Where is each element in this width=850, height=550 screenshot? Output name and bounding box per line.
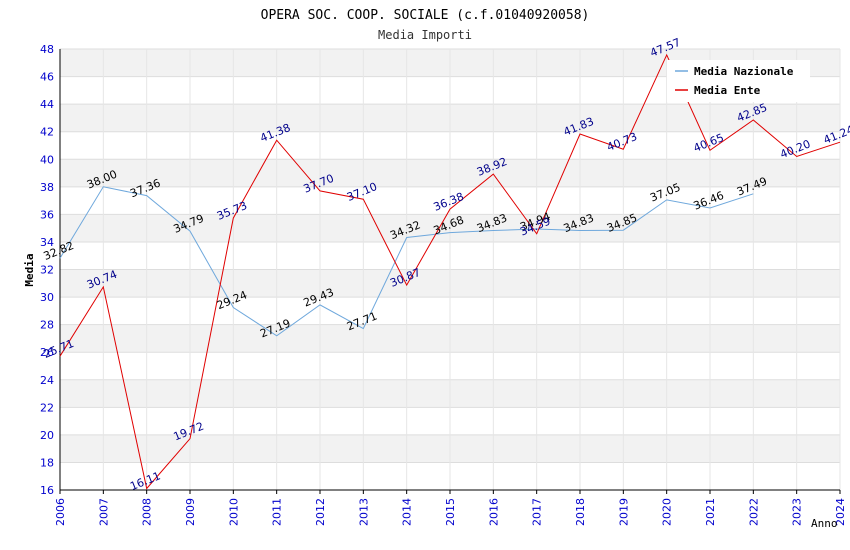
x-tick-label: 2006	[54, 498, 67, 526]
y-tick-label: 18	[40, 456, 54, 469]
x-axis-ticks: 2006 2007 2008 2009 2010 2011 2012 2013 2014 2015…	[54, 490, 847, 526]
legend-box	[667, 60, 810, 102]
x-tick-label: 2015	[444, 498, 457, 526]
data-label-media-ente: 36.38	[432, 190, 466, 214]
x-tick-label: 2017	[531, 498, 544, 526]
y-axis-label: Media	[23, 253, 36, 286]
legend-label-media-ente: Media Ente	[694, 84, 761, 97]
data-label-media-ente: 25.71	[42, 337, 76, 361]
y-tick-label: 24	[40, 374, 54, 387]
x-tick-label: 2018	[574, 498, 587, 526]
legend-label-media-nazionale: Media Nazionale	[694, 65, 794, 78]
y-tick-label: 44	[40, 98, 54, 111]
y-tick-label: 42	[40, 126, 54, 139]
y-tick-label: 40	[40, 153, 54, 166]
y-tick-label: 38	[40, 181, 54, 194]
y-tick-label: 36	[40, 208, 54, 221]
x-tick-label: 2013	[357, 498, 370, 526]
y-tick-label: 22	[40, 401, 54, 414]
data-label-media-nazionale: 36.46	[692, 189, 726, 213]
data-label-media-ente: 40.65	[692, 131, 726, 155]
y-tick-label: 30	[40, 291, 54, 304]
legend: Media Nazionale Media Ente	[667, 60, 810, 102]
y-axis-ticks: 16 18 20 22 24 26 28 30 32 34 36 38 40 42 44 46 48	[40, 43, 54, 497]
x-tick-label: 2007	[97, 498, 110, 526]
series-line-media-nazionale	[59, 186, 754, 337]
x-tick-label: 2024	[834, 498, 847, 526]
x-tick-label: 2019	[617, 498, 630, 526]
x-tick-label: 2010	[227, 498, 240, 526]
x-tick-label: 2012	[314, 498, 327, 526]
y-tick-label: 16	[40, 484, 54, 497]
y-tick-label: 26	[40, 346, 54, 359]
data-label-media-ente: 40.20	[778, 137, 812, 161]
x-axis-label: Anno	[811, 517, 838, 530]
x-tick-label: 2022	[747, 498, 760, 526]
data-label-media-ente: 40.73	[605, 130, 639, 154]
x-tick-label: 2008	[141, 498, 154, 526]
chart-title: OPERA SOC. COOP. SOCIALE (c.f.0104092005…	[261, 8, 590, 23]
x-tick-label: 2016	[487, 498, 500, 526]
x-tick-label: 2020	[661, 498, 674, 526]
x-tick-label: 2021	[704, 498, 717, 526]
series-lines	[59, 53, 841, 490]
x-tick-label: 2011	[271, 498, 284, 526]
y-tick-label: 32	[40, 264, 54, 277]
x-tick-label: 2009	[184, 498, 197, 526]
y-tick-label: 28	[40, 319, 54, 332]
y-tick-label: 34	[40, 236, 54, 249]
y-tick-label: 46	[40, 71, 54, 84]
chart-subtitle: Media Importi	[378, 28, 472, 42]
x-tick-label: 2023	[791, 498, 804, 526]
y-tick-label: 48	[40, 43, 54, 56]
y-tick-label: 20	[40, 429, 54, 442]
x-tick-label: 2014	[401, 498, 414, 526]
series-line-media-ente	[59, 53, 841, 490]
